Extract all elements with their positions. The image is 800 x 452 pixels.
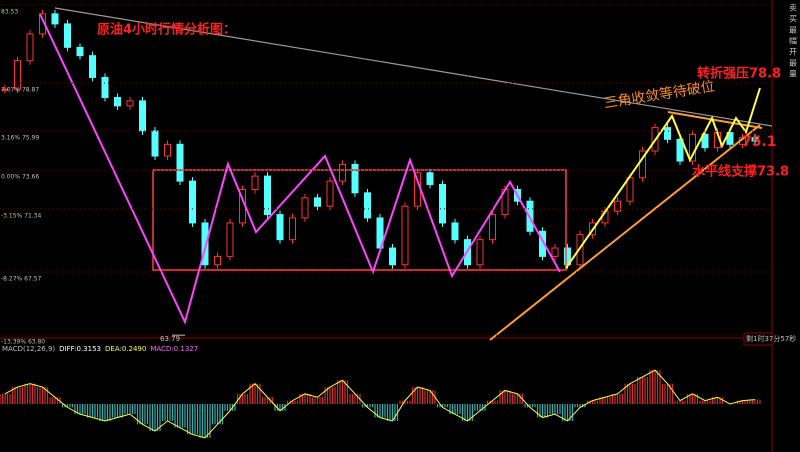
countdown-box <box>743 332 773 346</box>
triangle-top <box>667 111 763 129</box>
candle <box>101 76 109 98</box>
trend-line <box>54 7 773 127</box>
sidebar-item: 卖 <box>789 4 797 13</box>
candle <box>351 163 359 194</box>
countdown: 剩1时37分57秒 <box>746 334 796 343</box>
support-note: 水平线支撑73.8 <box>692 164 789 180</box>
candle <box>664 127 671 140</box>
candle <box>139 100 146 132</box>
candle <box>576 234 584 266</box>
candle <box>364 192 371 219</box>
forecast-path <box>565 87 761 269</box>
candle <box>164 143 171 157</box>
candle <box>626 177 634 202</box>
candle <box>301 197 309 219</box>
macd-label: MACD:0.1327 <box>150 345 198 353</box>
candle <box>326 180 334 207</box>
candle <box>389 247 396 266</box>
candle <box>51 13 59 25</box>
macd-panel <box>0 369 761 439</box>
candles <box>1 9 759 269</box>
candle <box>126 100 134 107</box>
candle <box>226 222 234 257</box>
candle <box>14 60 21 90</box>
candle <box>176 143 184 182</box>
candle <box>489 214 496 241</box>
low-label: 63.79 <box>160 335 180 343</box>
candle <box>264 175 271 216</box>
y-tick-label: 7.07% 78.87 <box>1 86 39 93</box>
candle <box>89 55 96 78</box>
candle <box>751 137 759 142</box>
sidebar-item: 开 <box>789 48 797 57</box>
mid-note: 75.1 <box>742 134 777 150</box>
candle <box>726 132 734 145</box>
candle <box>476 239 484 266</box>
candle <box>314 197 321 207</box>
y-tick-label: 3.16% 75.99 <box>1 135 39 142</box>
candle <box>451 222 459 241</box>
candle <box>76 46 84 57</box>
sidebar-item: 买 <box>789 15 797 24</box>
candle <box>114 96 121 107</box>
chart-title: 原油4小时行情分析图： <box>97 22 236 38</box>
candle <box>439 183 446 224</box>
sidebar-item: 量 <box>789 70 797 79</box>
candle <box>289 217 296 241</box>
candle <box>676 138 684 162</box>
macd-label: MACD(12,26,9) <box>2 345 55 353</box>
candle <box>639 150 646 179</box>
candle <box>551 247 559 257</box>
macd-line <box>4 369 756 439</box>
candle <box>401 205 409 266</box>
candle <box>339 163 346 182</box>
support-line <box>489 124 761 341</box>
resistance-note: 转折强压78.8 <box>697 66 781 82</box>
y-tick-label: -13.39% 63.80 <box>1 339 45 346</box>
y-tick-label: -8.27% 67.57 <box>1 275 41 282</box>
y-tick-label: -3.15% 71.34 <box>1 212 41 219</box>
candle <box>201 222 209 266</box>
candle <box>151 130 159 157</box>
candle <box>214 255 221 266</box>
macd-label: DIFF:0.3153 <box>59 345 101 353</box>
candle <box>701 133 709 149</box>
candle <box>614 200 621 212</box>
zigzag <box>39 13 561 325</box>
candle <box>64 23 71 48</box>
sidebar-item: 最 <box>789 26 797 35</box>
candle <box>189 180 196 224</box>
candle <box>1 88 9 91</box>
y-tick-label: 0.00% 73.66 <box>1 174 39 181</box>
sidebar-item: 幅 <box>789 36 797 46</box>
candle <box>251 175 259 190</box>
sidebar-item: 最 <box>789 59 797 68</box>
candle <box>426 172 434 185</box>
range-box <box>152 169 567 271</box>
candle <box>276 214 284 241</box>
macd-label: DEA:0.2490 <box>105 345 146 353</box>
candle <box>26 33 34 62</box>
y-tick-label: 83.53 <box>1 9 18 16</box>
